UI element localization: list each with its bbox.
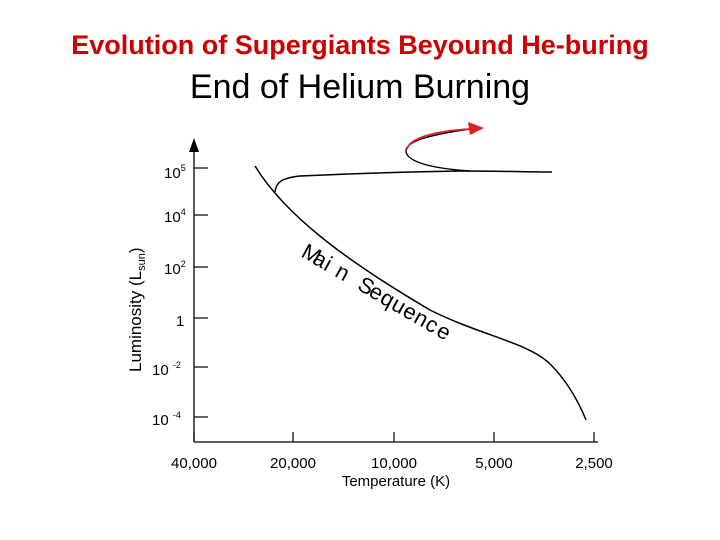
x-axis-label: Temperature (K) bbox=[342, 473, 450, 490]
supergiant-track bbox=[274, 170, 553, 193]
y-tick-label-4: 1 bbox=[176, 313, 184, 330]
track-loop bbox=[405, 128, 471, 172]
y-axis-label: Luminosity (Lsun) bbox=[126, 247, 148, 372]
x-tick-label-4: 5,000 bbox=[475, 455, 513, 472]
main-sequence-curve bbox=[254, 165, 587, 421]
y-tick-label-5: 10 -2 bbox=[152, 360, 181, 379]
main-sequence-glyph: n bbox=[331, 258, 354, 286]
x-tick-label-5: 2,500 bbox=[575, 455, 613, 472]
y-tick-label-1: 105 bbox=[164, 163, 186, 182]
evolution-arrowhead bbox=[468, 122, 484, 135]
evolution-arrow bbox=[406, 128, 471, 150]
slide-subtitle: End of Helium Burning bbox=[189, 68, 531, 106]
slide-title: Evolution of Supergiants Beyound He-buri… bbox=[71, 30, 649, 60]
y-tick-label-2: 104 bbox=[164, 207, 186, 226]
x-tick-label-2: 20,000 bbox=[270, 455, 316, 472]
y-tick-label-3: 102 bbox=[164, 259, 186, 278]
x-ticks bbox=[193, 432, 595, 442]
y-tick-label-6: 10 -4 bbox=[152, 410, 181, 429]
y-ticks bbox=[194, 167, 208, 418]
x-tick-label-1: 40,000 bbox=[171, 455, 217, 472]
y-axis-arrowhead bbox=[189, 138, 199, 152]
x-tick-label-3: 10,000 bbox=[371, 455, 417, 472]
